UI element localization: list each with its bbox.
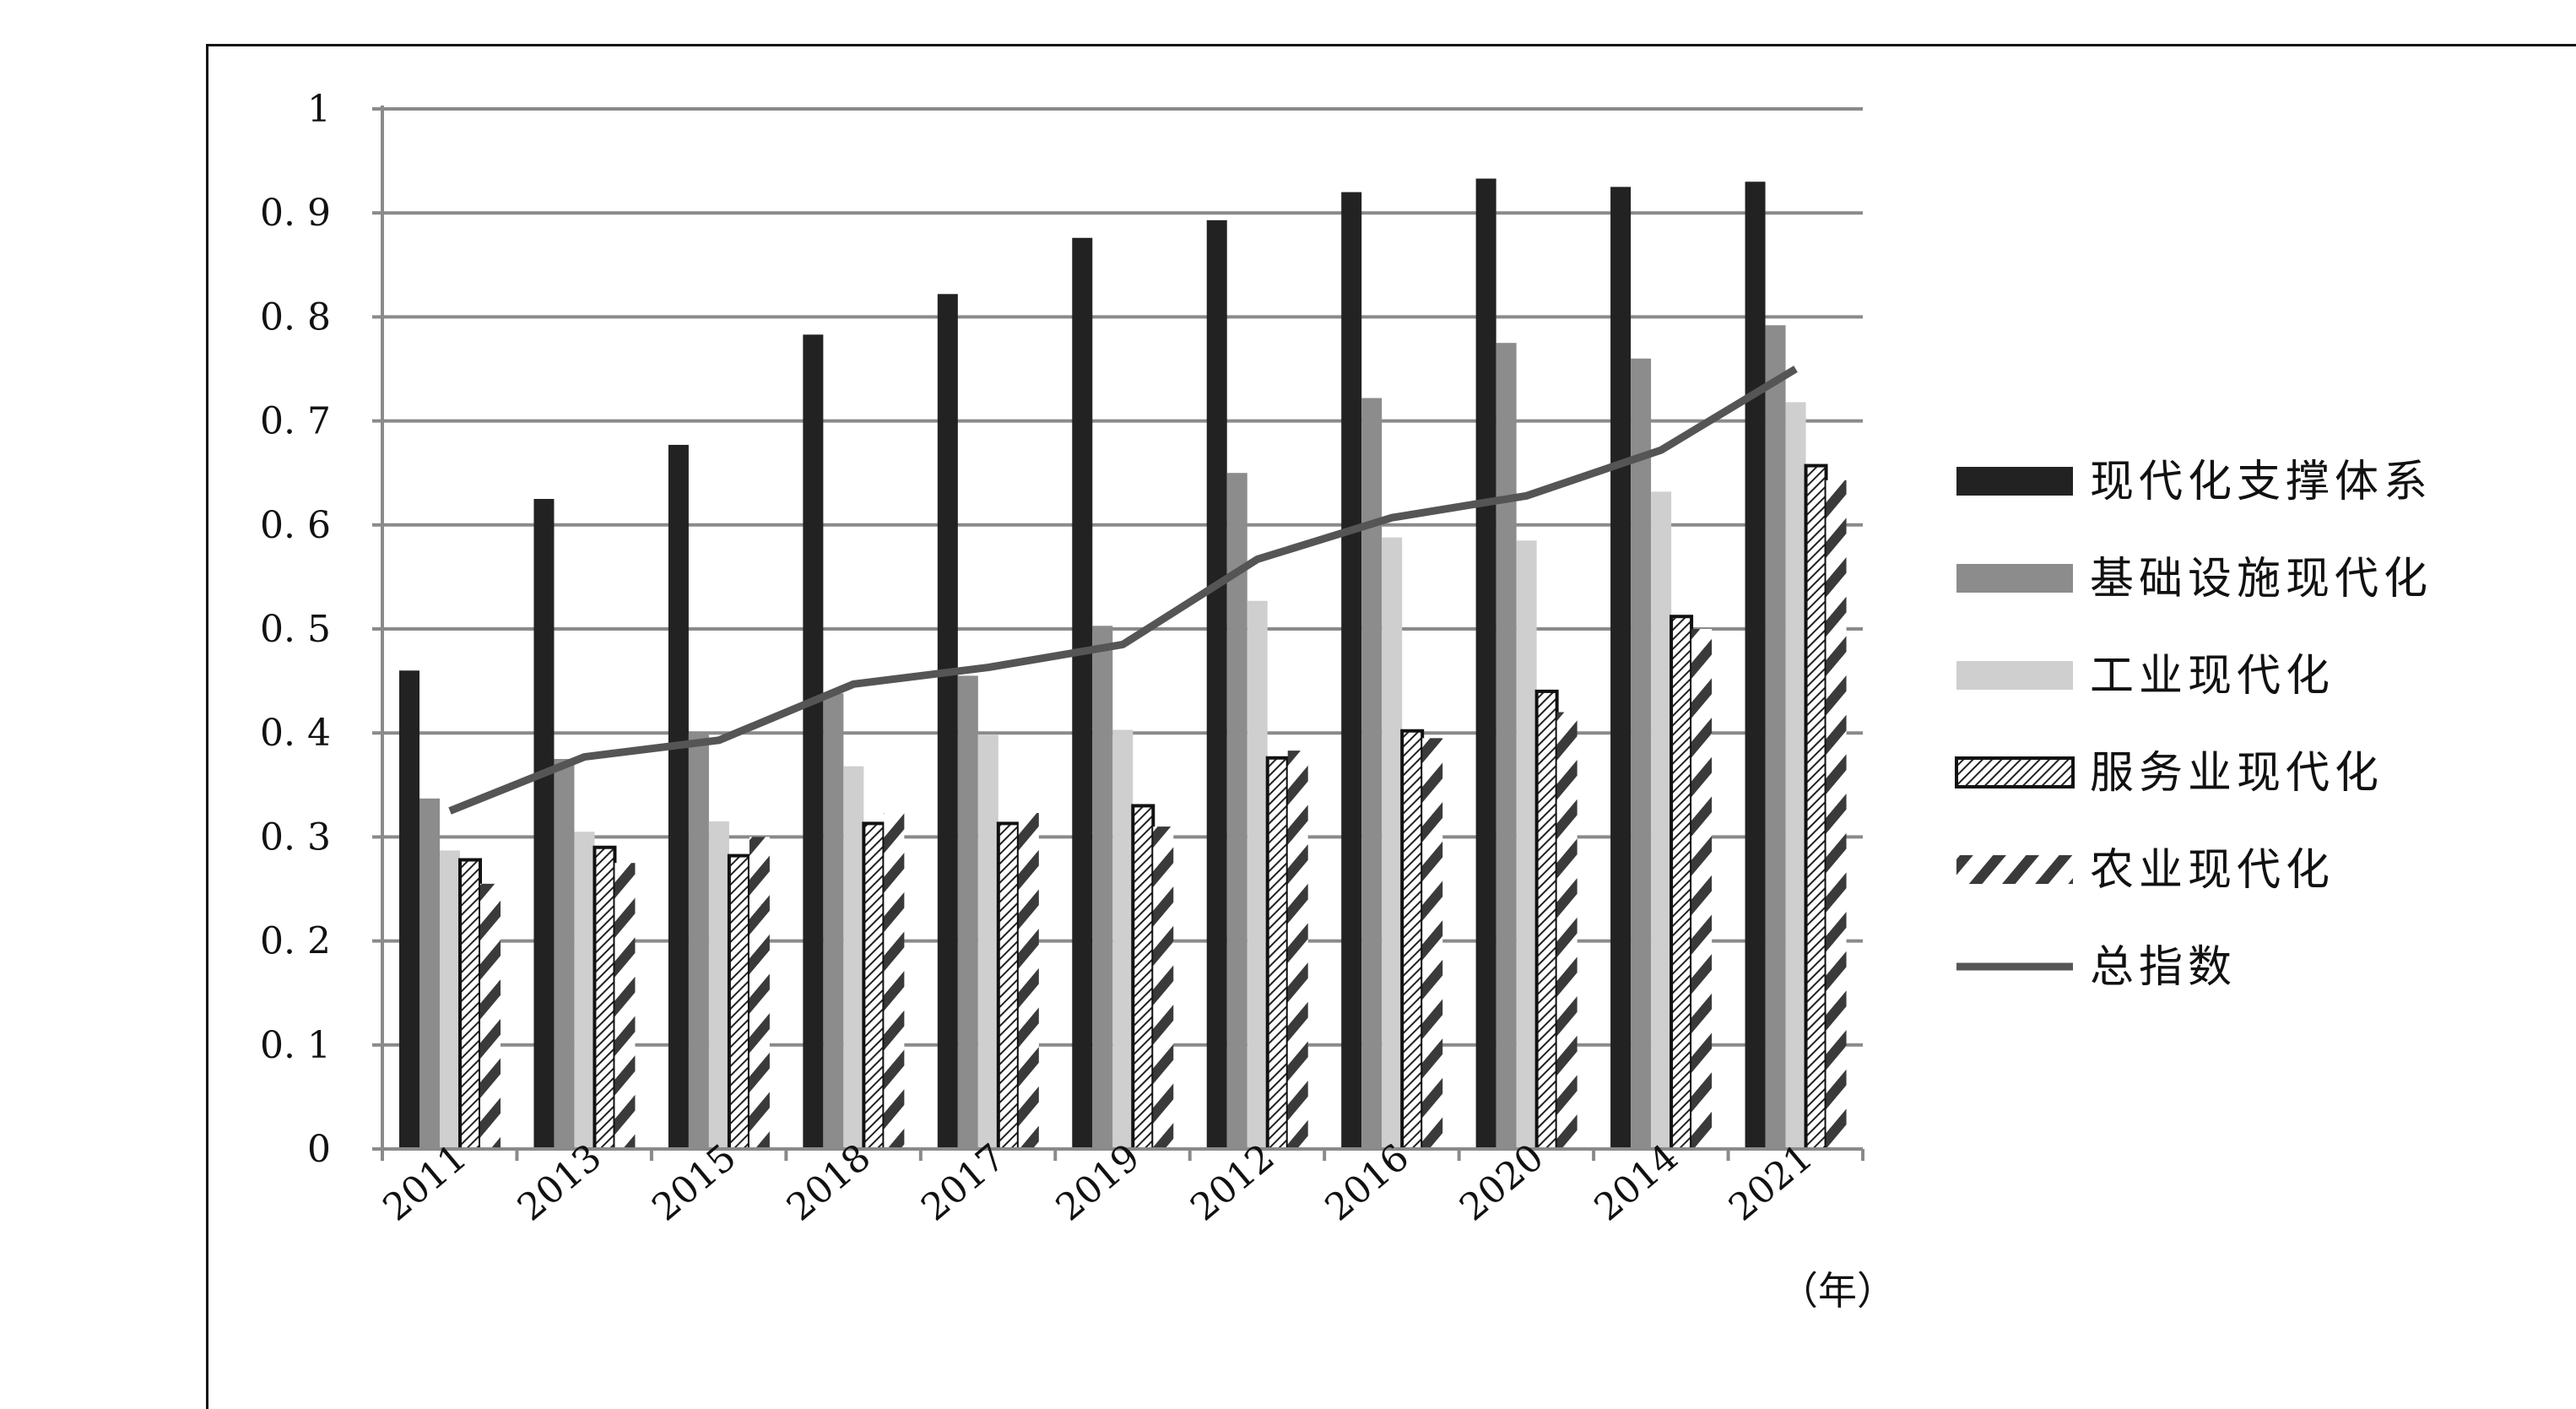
y-tick-label: 0. 4 [260, 712, 331, 755]
bar-2-2015 [688, 733, 709, 1149]
bar-1-2011 [399, 670, 419, 1149]
bar-4-2021 [1804, 463, 1828, 1151]
bar-5-2015 [749, 837, 770, 1149]
bar-4-2020 [1534, 689, 1559, 1151]
bar-3-2012 [1247, 600, 1268, 1149]
y-tick-label: 0. 8 [260, 295, 331, 339]
bar-3-2018 [843, 766, 864, 1149]
bar-1-2020 [1475, 178, 1496, 1150]
bar-5-2020 [1556, 712, 1578, 1149]
bar-4-2015 [727, 854, 751, 1151]
bar-4-2014 [1670, 615, 1694, 1151]
y-tick-label: 0 [307, 1128, 331, 1171]
y-tick-label: 0. 1 [260, 1024, 331, 1067]
bar-3-2020 [1516, 540, 1537, 1149]
y-tick-labels: 0 0. 1 0. 2 0. 3 0. 4 0. 5 0. 6 0. 7 0. 8 0. 9 1 [260, 88, 331, 1171]
bar-5-2021 [1826, 480, 1847, 1149]
bar-2-2019 [1092, 626, 1113, 1149]
legend-swatch-5 [1956, 855, 2073, 884]
y-tick-label: 0. 6 [260, 504, 331, 547]
bar-2-2013 [554, 759, 575, 1149]
bar-1-2018 [803, 334, 824, 1149]
legend-label: 总指数 [2090, 942, 2237, 993]
bar-1-2016 [1341, 192, 1362, 1149]
y-tick-label: 0. 2 [260, 920, 331, 963]
bar-4-2017 [996, 821, 1020, 1151]
total-index-line-layer [448, 366, 1798, 815]
bar-1-2019 [1072, 237, 1093, 1149]
bar-2-2016 [1361, 398, 1383, 1150]
bar-2-2018 [823, 693, 844, 1149]
bar-1-2014 [1610, 187, 1632, 1149]
bar-5-2017 [1018, 813, 1039, 1149]
legend-swatch-2 [1956, 564, 2073, 593]
y-tick-label: 0. 3 [260, 816, 331, 859]
bar-1-2015 [668, 444, 689, 1149]
bar-2-2021 [1765, 325, 1786, 1150]
bar-5-2016 [1422, 738, 1443, 1149]
bar-2-2014 [1631, 358, 1652, 1149]
bar-3-2014 [1651, 491, 1672, 1149]
bar-1-2013 [533, 499, 555, 1149]
legend-label: 基础设施现代化 [2090, 554, 2433, 604]
bar-3-2011 [440, 850, 460, 1149]
bar-5-2018 [884, 813, 905, 1149]
bar-3-2021 [1785, 402, 1806, 1149]
legend-label: 现代化支撑体系 [2090, 457, 2433, 507]
bar-3-2013 [574, 832, 595, 1149]
bar-3-2019 [1112, 729, 1134, 1149]
bar-3-2017 [977, 734, 998, 1149]
bars [399, 178, 1847, 1152]
legend-swatch-3 [1956, 661, 2073, 690]
legend-label: 服务业现代化 [2090, 748, 2384, 799]
bar-5-2014 [1691, 629, 1713, 1149]
bar-1-2017 [937, 294, 958, 1149]
bar-1-2012 [1206, 219, 1227, 1150]
bar-5-2011 [480, 883, 501, 1149]
y-tick-label: 1 [307, 88, 331, 131]
legend-label: 工业现代化 [2090, 651, 2335, 702]
x-unit-label: （年） [1779, 1268, 1896, 1314]
bar-4-2013 [593, 845, 617, 1151]
bar-5-2019 [1153, 826, 1174, 1149]
legend-swatch-1 [1956, 467, 2073, 496]
bar-4-2019 [1131, 804, 1155, 1151]
chart-frame [206, 44, 2576, 1409]
bar-4-2016 [1400, 729, 1425, 1152]
y-tick-label: 0. 5 [260, 608, 331, 651]
bar-1-2021 [1745, 182, 1766, 1150]
bar-5-2012 [1287, 751, 1308, 1149]
bar-5-2013 [614, 863, 636, 1149]
bar-2-2011 [419, 798, 440, 1149]
bar-2-2012 [1226, 473, 1247, 1149]
bar-2-2017 [957, 675, 978, 1149]
bar-2-2020 [1496, 343, 1517, 1149]
y-tick-label: 0. 9 [260, 192, 331, 235]
bar-4-2018 [862, 821, 886, 1151]
total-index-line [448, 366, 1798, 815]
bar-3-2015 [708, 821, 729, 1149]
legend-label: 农业现代化 [2090, 845, 2335, 896]
bar-4-2011 [458, 858, 482, 1152]
axes [372, 106, 1864, 1161]
y-tick-label: 0. 7 [260, 400, 331, 443]
bar-3-2016 [1382, 537, 1403, 1149]
legend-swatch-4 [1955, 756, 2075, 788]
bar-4-2012 [1265, 756, 1290, 1151]
